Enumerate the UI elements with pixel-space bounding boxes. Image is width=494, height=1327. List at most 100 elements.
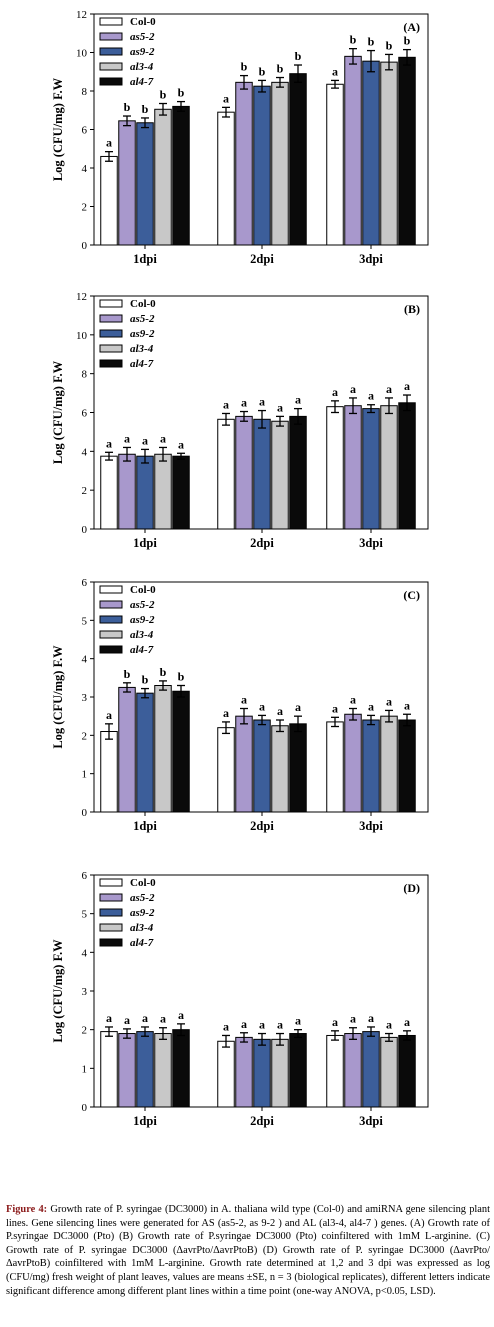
significance-letter: b xyxy=(178,86,185,100)
y-tick-label: 6 xyxy=(82,125,88,137)
legend-swatch xyxy=(99,329,123,338)
bar xyxy=(235,1036,253,1108)
legend-swatch xyxy=(99,893,123,902)
significance-letter: b xyxy=(160,665,167,679)
bar xyxy=(217,111,235,246)
bar xyxy=(362,719,380,813)
bar xyxy=(100,731,118,813)
x-tick-label: 2dpi xyxy=(250,819,274,833)
caption-label: Figure 4: xyxy=(6,1204,48,1215)
caption-text: Growth rate of P. syringae (DC3000) in A… xyxy=(6,1204,490,1297)
y-axis-label: Log (CFU/mg) F.W xyxy=(51,360,65,464)
bar xyxy=(118,686,136,813)
bar xyxy=(235,415,253,530)
significance-letter: a xyxy=(332,64,338,78)
bar xyxy=(235,715,253,813)
bar xyxy=(136,1031,154,1108)
bar xyxy=(253,1038,271,1108)
y-tick-label: 0 xyxy=(82,524,88,536)
significance-letter: a xyxy=(106,708,112,722)
legend-swatch xyxy=(99,32,123,41)
significance-letter: a xyxy=(223,706,229,720)
significance-letter: a xyxy=(124,1013,130,1027)
significance-letter: b xyxy=(277,62,284,76)
legend-swatch xyxy=(99,299,123,308)
legend-swatch xyxy=(99,908,123,917)
y-tick-label: 4 xyxy=(82,446,88,458)
y-tick-label: 6 xyxy=(82,408,88,420)
y-tick-label: 2 xyxy=(82,1025,88,1037)
y-tick-label: 12 xyxy=(76,291,87,303)
legend-label: as5-2 xyxy=(130,313,155,325)
bar xyxy=(326,1034,344,1108)
bar xyxy=(289,73,307,246)
legend-label: as9-2 xyxy=(130,614,155,626)
legend-swatch xyxy=(99,585,123,594)
legend-swatch xyxy=(99,47,123,56)
significance-letter: a xyxy=(160,1012,166,1026)
significance-letter: a xyxy=(368,1011,374,1025)
significance-letter: a xyxy=(404,698,410,712)
significance-letter: a xyxy=(332,701,338,715)
legend-swatch xyxy=(99,615,123,624)
x-tick-label: 2dpi xyxy=(250,536,274,550)
bar xyxy=(253,418,271,530)
legend-label: al3-4 xyxy=(130,343,154,355)
significance-letter: a xyxy=(386,694,392,708)
bar xyxy=(100,155,118,246)
chart-panel-a: 0 2 4 6 8 10 12 Log (CFU/mg) F.W (A) 1dpi 2dpi 3dpi… xyxy=(51,9,429,266)
y-tick-label: 4 xyxy=(82,654,88,666)
bar xyxy=(362,408,380,530)
y-tick-label: 6 xyxy=(82,870,88,882)
significance-letter: a xyxy=(106,136,112,150)
bar xyxy=(172,455,190,530)
bar xyxy=(271,1038,289,1108)
legend-label: as9-2 xyxy=(130,907,155,919)
bar xyxy=(398,719,416,813)
significance-letter: b xyxy=(178,670,185,684)
significance-letter: a xyxy=(295,700,301,714)
significance-letter: a xyxy=(332,1015,338,1029)
legend-label: al4-7 xyxy=(130,937,154,949)
y-tick-label: 8 xyxy=(82,369,88,381)
y-axis-label: Log (CFU/mg) F.W xyxy=(51,645,65,749)
significance-letter: a xyxy=(332,385,338,399)
significance-letter: b xyxy=(142,102,149,116)
x-tick-label: 3dpi xyxy=(359,252,383,266)
y-tick-label: 2 xyxy=(82,730,88,742)
y-tick-label: 4 xyxy=(82,947,88,959)
significance-letter: a xyxy=(178,1008,184,1022)
significance-letter: a xyxy=(223,397,229,411)
bar xyxy=(289,723,307,813)
bar xyxy=(253,719,271,813)
bar xyxy=(380,1036,398,1108)
significance-letter: b xyxy=(295,49,302,63)
y-tick-label: 1 xyxy=(82,769,88,781)
significance-letter: a xyxy=(404,1015,410,1029)
bar xyxy=(289,1033,307,1108)
legend-swatch xyxy=(99,645,123,654)
x-tick-label: 2dpi xyxy=(250,1114,274,1128)
y-tick-label: 5 xyxy=(82,615,88,627)
y-axis-label: Log (CFU/mg) F.W xyxy=(51,77,65,181)
significance-letter: a xyxy=(259,395,265,409)
x-tick-label: 1dpi xyxy=(133,819,157,833)
significance-letter: a xyxy=(277,704,283,718)
legend-label: as5-2 xyxy=(130,31,155,43)
legend-label: as5-2 xyxy=(130,599,155,611)
significance-letter: a xyxy=(350,382,356,396)
y-tick-label: 3 xyxy=(82,692,88,704)
legend-swatch xyxy=(99,630,123,639)
legend-swatch xyxy=(99,600,123,609)
bar xyxy=(217,1040,235,1108)
figure-caption: Figure 4: Growth rate of P. syringae (DC… xyxy=(6,1203,490,1298)
significance-letter: a xyxy=(295,393,301,407)
y-tick-label: 0 xyxy=(82,1102,88,1114)
y-tick-label: 5 xyxy=(82,909,88,921)
bar xyxy=(362,60,380,246)
bar xyxy=(172,105,190,246)
bar xyxy=(118,453,136,530)
significance-letter: a xyxy=(259,1018,265,1032)
